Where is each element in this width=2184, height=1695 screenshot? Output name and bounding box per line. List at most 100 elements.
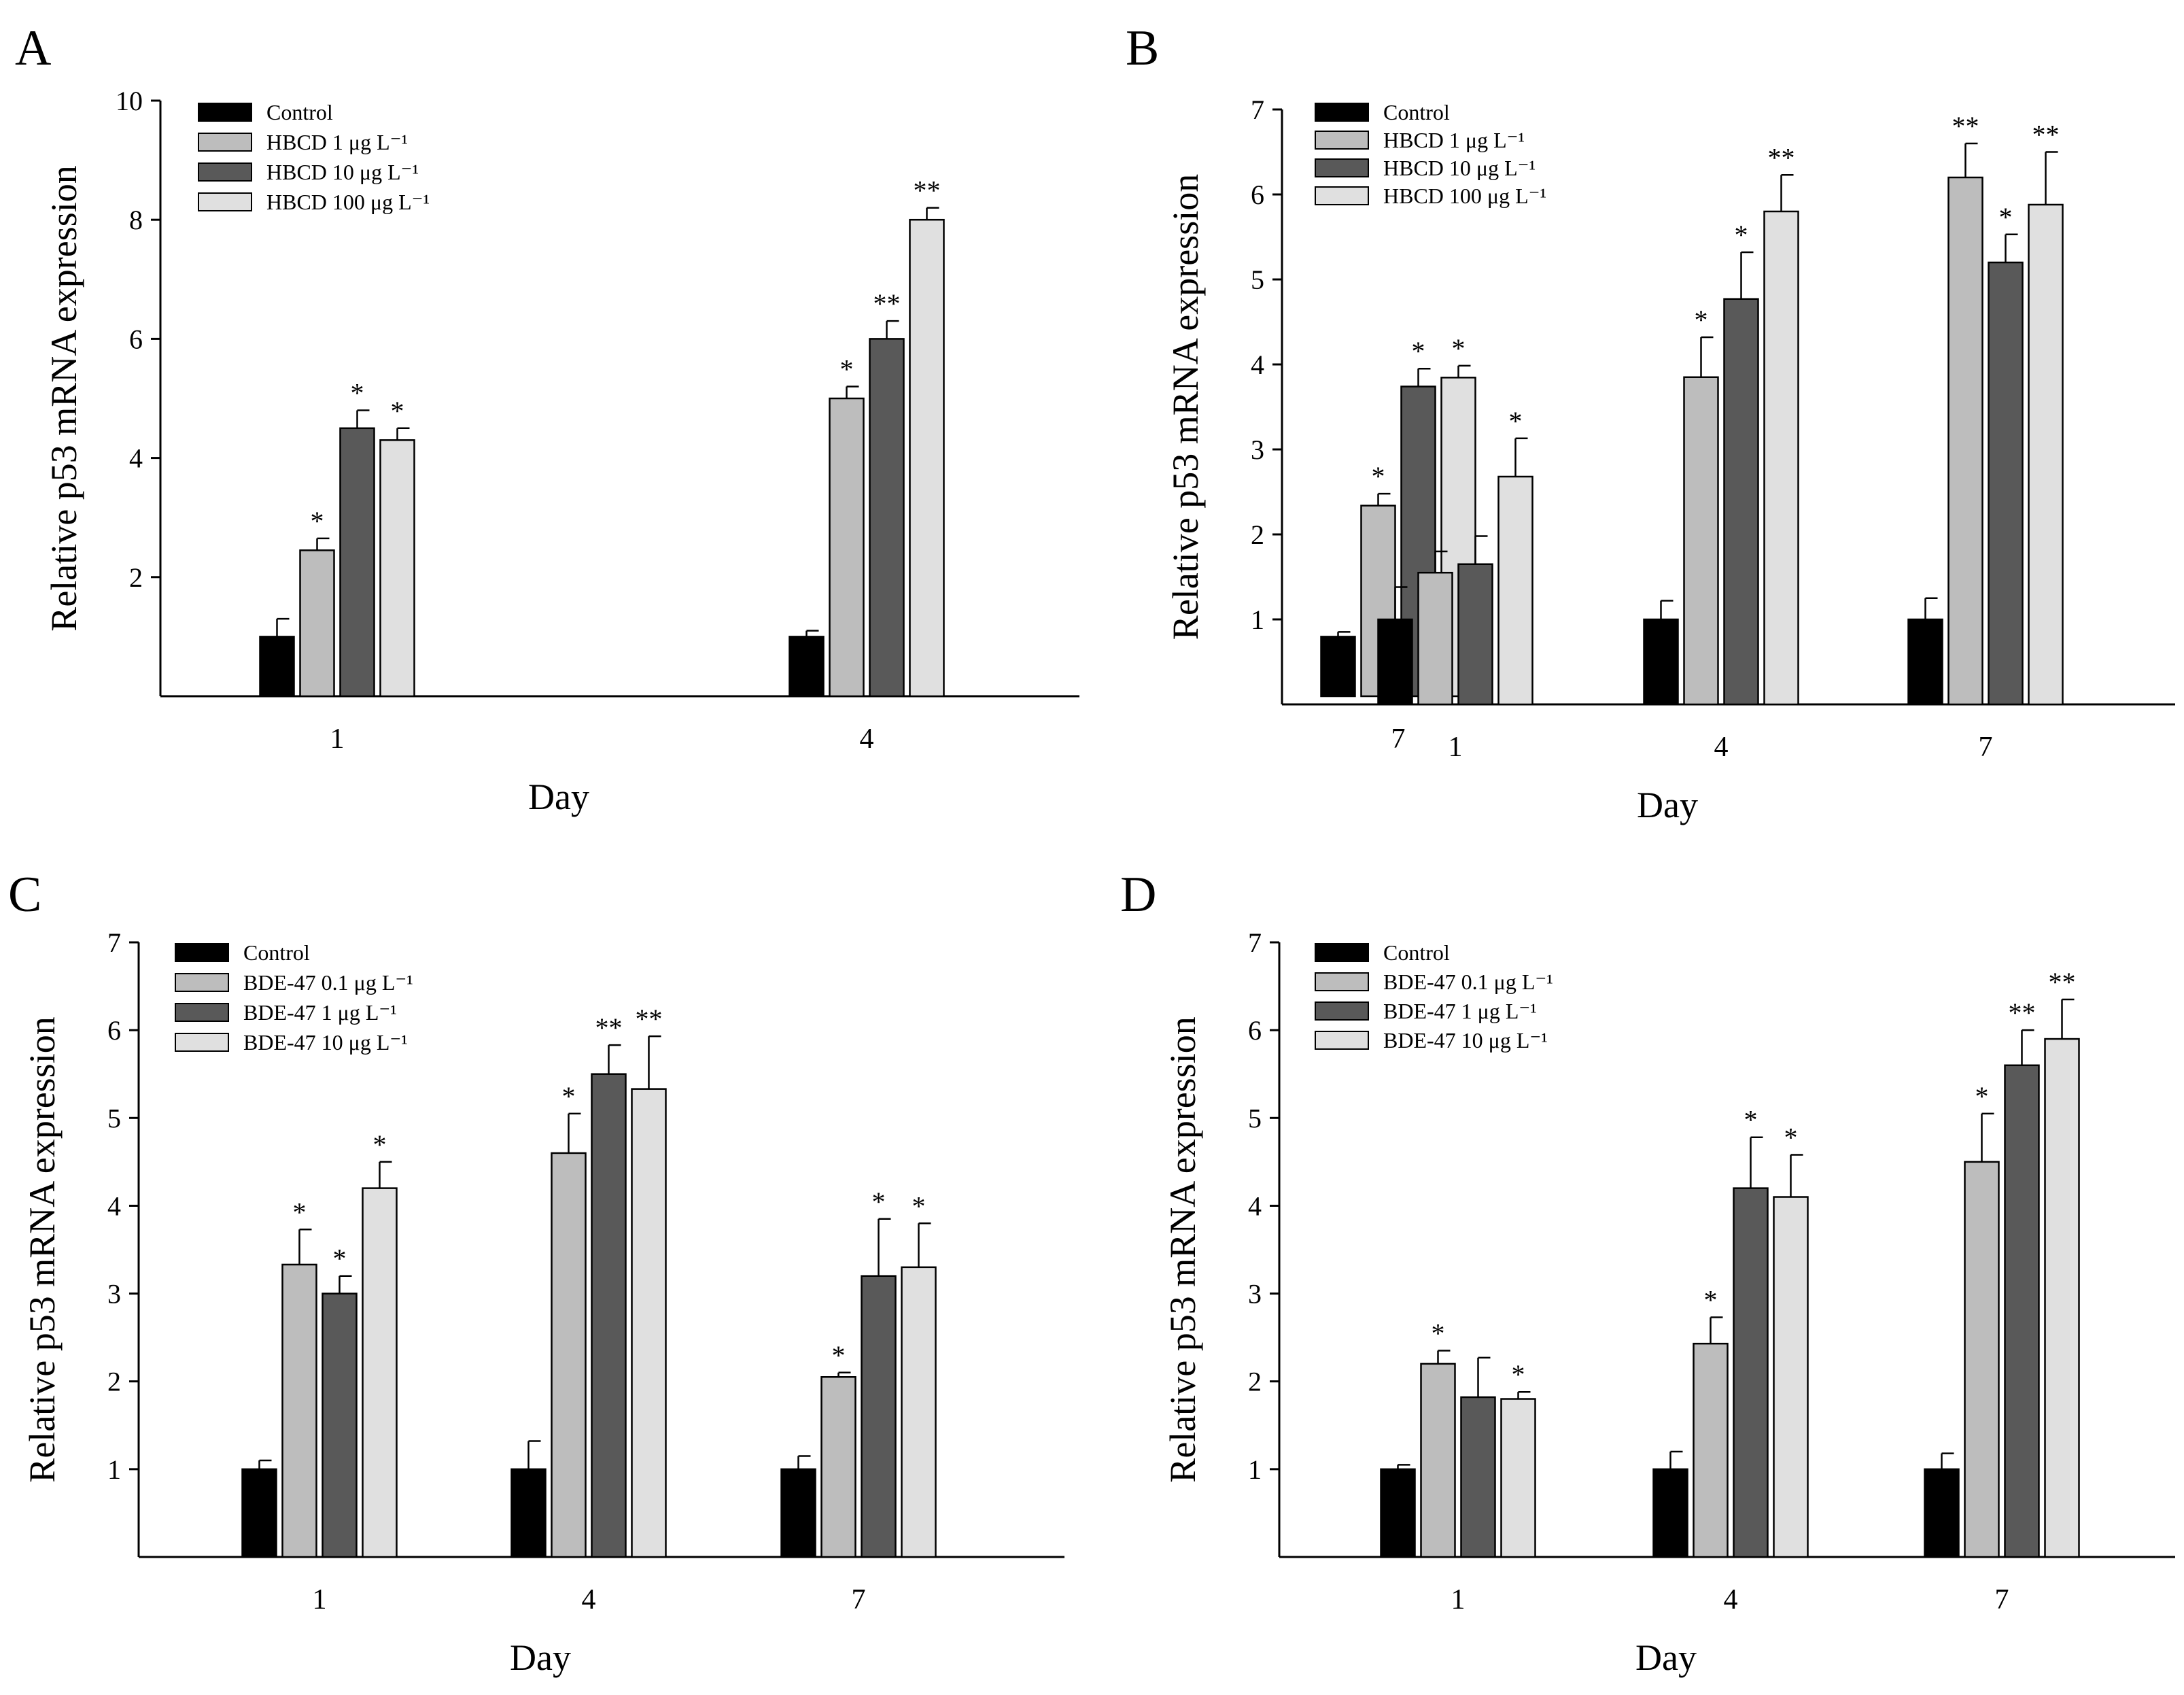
y-tick-label: 6 — [1248, 1015, 1262, 1046]
x-axis-title: Day — [528, 776, 589, 817]
legend-label: HBCD 100 μg L⁻¹ — [1383, 184, 1546, 208]
legend-swatch — [1315, 943, 1369, 962]
y-tick-label: 4 — [1251, 349, 1264, 380]
legend-swatch — [1315, 1031, 1369, 1050]
legend-swatch — [175, 1003, 229, 1022]
significance-mark: ** — [873, 288, 901, 319]
bar — [1457, 563, 1493, 706]
bar — [780, 1468, 816, 1558]
x-tick-label: 7 — [1979, 732, 1993, 763]
x-tick-label: 4 — [860, 723, 874, 755]
y-tick-label: 1 — [107, 1454, 121, 1485]
y-tick-label: 6 — [129, 324, 143, 354]
significance-mark: ** — [2032, 120, 2060, 150]
bar — [1420, 1363, 1456, 1558]
significance-mark: * — [333, 1244, 347, 1274]
y-tick-label: 1 — [1251, 604, 1264, 635]
bar — [909, 218, 945, 698]
bar — [1988, 261, 2024, 706]
x-tick-label: 7 — [852, 1584, 866, 1615]
legend-swatch — [1315, 1001, 1369, 1021]
bar — [591, 1073, 627, 1558]
significance-mark: * — [562, 1081, 576, 1112]
y-tick-label: 2 — [129, 562, 143, 593]
significance-mark: ** — [2009, 997, 2036, 1028]
bar — [241, 1468, 277, 1558]
bar — [1497, 475, 1533, 706]
bar — [829, 397, 865, 698]
legend-swatch — [175, 1033, 229, 1052]
significance-mark: * — [1372, 461, 1385, 492]
significance-mark: * — [351, 378, 364, 409]
legend-swatch — [198, 192, 252, 211]
bar — [861, 1275, 897, 1558]
legend-label: Control — [243, 940, 310, 965]
legend-label: HBCD 10 μg L⁻¹ — [266, 160, 419, 184]
bar — [281, 1263, 317, 1558]
bar — [1924, 1468, 1960, 1558]
significance-mark: * — [1999, 202, 2013, 233]
x-tick-label: 1 — [330, 723, 345, 755]
legend-swatch — [198, 133, 252, 152]
legend-swatch — [198, 162, 252, 182]
significance-mark: * — [1432, 1318, 1445, 1349]
panel-letter: D — [1120, 867, 1156, 923]
y-tick-label: 3 — [107, 1279, 121, 1309]
chart-panel-b: B 1 2 3 4 5 6 7 1 4 7 Day Relative p53 mRNA expressi… — [1126, 20, 2175, 825]
significance-mark: * — [1509, 406, 1523, 436]
bar — [339, 427, 375, 698]
y-axis-title: Relative p53 mRNA expression — [1162, 1016, 1203, 1482]
bar — [1964, 1161, 2000, 1558]
y-tick-label: 4 — [129, 443, 143, 474]
legend-label: HBCD 10 μg L⁻¹ — [1383, 156, 1536, 180]
y-tick-label: 7 — [1251, 95, 1264, 125]
y-tick-label: 2 — [107, 1367, 121, 1397]
bar — [1320, 636, 1356, 698]
bar — [1763, 210, 1799, 706]
x-tick-label: 1 — [1449, 732, 1463, 763]
bar — [788, 636, 825, 698]
legend-label: Control — [1383, 940, 1450, 965]
bar — [1773, 1196, 1809, 1558]
y-tick-label: 5 — [1251, 264, 1264, 295]
bar — [362, 1187, 398, 1558]
bar — [1683, 376, 1719, 706]
legend-swatch — [1315, 158, 1369, 177]
significance-mark: * — [872, 1186, 886, 1217]
y-axis-title: Relative p53 mRNA expression — [22, 1016, 63, 1482]
legend-label: BDE-47 0.1 μg L⁻¹ — [243, 970, 413, 995]
legend-label: Control — [266, 100, 333, 124]
significance-mark: * — [1975, 1081, 1989, 1112]
y-axis-title: Relative p53 mRNA expression — [1165, 174, 1206, 640]
bar — [1460, 1396, 1496, 1558]
y-tick-label: 8 — [129, 205, 143, 235]
x-tick-label: 4 — [1714, 732, 1729, 763]
legend-label: HBCD 100 μg L⁻¹ — [266, 190, 430, 214]
bar — [2028, 203, 2064, 706]
significance-mark: * — [1412, 336, 1425, 366]
x-tick-label: 4 — [1724, 1584, 1738, 1615]
significance-mark: * — [1735, 220, 1748, 250]
legend-label: BDE-47 10 μg L⁻¹ — [1383, 1028, 1548, 1052]
x-axis-title: Day — [510, 1637, 571, 1678]
bar — [2044, 1038, 2080, 1558]
y-tick-label: 7 — [1248, 927, 1262, 958]
y-tick-label: 4 — [107, 1191, 121, 1221]
significance-mark: ** — [2049, 967, 2076, 997]
legend-label: HBCD 1 μg L⁻¹ — [266, 130, 408, 154]
bar — [1417, 572, 1453, 706]
legend-label: BDE-47 1 μg L⁻¹ — [1383, 999, 1537, 1023]
significance-mark: * — [373, 1129, 387, 1160]
bar — [1733, 1187, 1769, 1558]
significance-mark: * — [1784, 1123, 1798, 1153]
bar — [1693, 1342, 1729, 1558]
significance-mark: ** — [1952, 111, 1979, 141]
significance-mark: * — [311, 506, 324, 536]
y-tick-label: 5 — [1248, 1103, 1262, 1133]
y-tick-label: 3 — [1248, 1279, 1262, 1309]
y-tick-label: 4 — [1248, 1191, 1262, 1221]
legend-swatch — [198, 103, 252, 122]
bar — [2004, 1064, 2040, 1558]
bar — [551, 1152, 587, 1558]
